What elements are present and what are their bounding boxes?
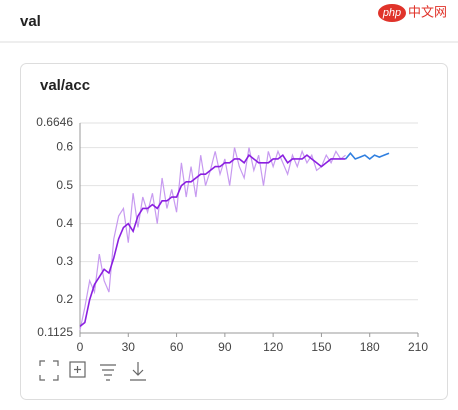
filter-button[interactable] xyxy=(100,364,116,381)
y-tick-label: 0.4 xyxy=(56,216,73,230)
x-tick-label: 180 xyxy=(360,340,380,354)
y-tick-label: 0.6646 xyxy=(36,115,73,129)
watermark-logo-bg xyxy=(378,4,406,22)
card xyxy=(20,63,448,400)
fullscreen-button[interactable] xyxy=(39,360,59,381)
watermark-text: 中文网 xyxy=(408,4,447,19)
x-tick-label: 30 xyxy=(122,340,136,354)
watermark-logo: php xyxy=(382,7,401,19)
x-tick-label: 210 xyxy=(408,340,428,354)
download-button[interactable] xyxy=(130,362,146,381)
fit-button[interactable] xyxy=(69,361,86,378)
x-tick-label: 150 xyxy=(311,340,331,354)
y-tick-label: 0.3 xyxy=(56,254,73,268)
x-tick-label: 0 xyxy=(77,340,84,354)
toolbar xyxy=(39,360,146,381)
y-tick-label: 0.6 xyxy=(56,140,73,154)
x-tick-label: 120 xyxy=(263,340,283,354)
x-tick-label: 90 xyxy=(218,340,232,354)
series-line xyxy=(344,152,390,161)
x-tick-label: 60 xyxy=(170,340,184,354)
y-tick-label: 0.2 xyxy=(56,292,73,306)
series-line xyxy=(79,147,346,331)
series-line xyxy=(79,154,346,327)
y-tick-label: 0.5 xyxy=(56,178,73,192)
section-title: val xyxy=(20,13,41,30)
chart-title: val/acc xyxy=(40,77,90,94)
y-tick-label: 0.1125 xyxy=(37,325,73,339)
